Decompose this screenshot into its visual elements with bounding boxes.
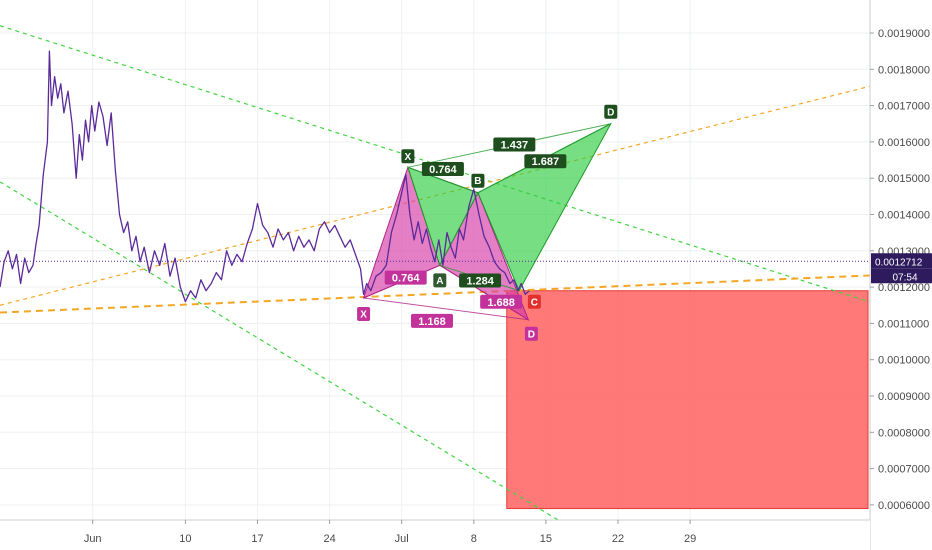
y-tick-label: 0.0006000 xyxy=(878,500,930,512)
y-tick-label: 0.0013000 xyxy=(878,246,930,258)
x-tick-label: 10 xyxy=(179,533,191,545)
ratio-label: 1.437 xyxy=(501,140,529,152)
ratio-label-bg xyxy=(459,273,502,288)
pattern-point-label: X xyxy=(360,309,367,320)
x-tick-label: 15 xyxy=(540,533,552,545)
pattern-point-bg xyxy=(524,326,538,341)
trendline xyxy=(0,70,932,306)
pattern-point-label: B xyxy=(474,176,481,187)
y-tick-label: 0.0016000 xyxy=(878,137,930,149)
x-tick-label: Jul xyxy=(395,533,409,545)
x-axis-bg xyxy=(0,520,870,550)
pattern-point-label: X xyxy=(405,152,412,163)
y-tick-label: 0.0008000 xyxy=(878,427,930,439)
pattern-guide xyxy=(439,264,529,321)
pattern-point-bg xyxy=(433,273,447,288)
current-price-badge: 0.0012712 xyxy=(875,257,923,268)
y-tick-label: 0.0011000 xyxy=(878,318,929,330)
y-tick-label: 0.0014000 xyxy=(878,210,930,222)
ratio-label-bg xyxy=(384,270,427,285)
countdown-badge: 07:54 xyxy=(892,272,917,283)
y-tick-label: 0.0009000 xyxy=(878,391,930,403)
pattern-point-bg xyxy=(357,306,371,321)
x-axis: Jun 10 17 24 Jul 8 15 22 29 xyxy=(0,519,870,550)
x-tick-label: 29 xyxy=(684,533,696,545)
trendlines xyxy=(0,25,932,539)
y-axis: 0.0019000 0.0018000 0.0017000 0.0016000 0.00… xyxy=(869,0,932,550)
trendline xyxy=(0,271,932,314)
pattern-point-bg xyxy=(527,294,541,309)
ratio-label: 1.168 xyxy=(418,316,446,328)
x-tick-label: 8 xyxy=(471,533,477,545)
pattern-point-label: D xyxy=(528,329,535,340)
pattern-point-bg xyxy=(604,104,618,119)
y-tick-label: 0.0015000 xyxy=(878,173,930,185)
ratio-label-bg xyxy=(410,313,453,328)
y-tick-label: 0.0018000 xyxy=(878,64,930,76)
x-tick-label: 22 xyxy=(612,533,624,545)
bullish-pattern-labels: X A C D 0.764 1.284 1.688 1.168 xyxy=(357,270,541,341)
pattern-point-bg xyxy=(471,173,485,188)
ratio-label: 1.284 xyxy=(466,276,494,288)
y-tick-label: 0.0017000 xyxy=(878,101,930,113)
y-tick-label: 0.0019000 xyxy=(878,28,930,40)
pattern-guide xyxy=(407,166,479,194)
trendline xyxy=(0,25,932,323)
price-series xyxy=(0,50,530,303)
pattern-point-label: A xyxy=(436,276,443,287)
y-tick-label: 0.0012000 xyxy=(878,282,930,294)
ratio-label-bg xyxy=(421,162,464,177)
pattern-point-label: D xyxy=(607,107,614,118)
current-price-badge-bg xyxy=(871,253,932,269)
x-tick-label: Jun xyxy=(84,533,102,545)
countdown-badge-bg xyxy=(871,268,932,284)
trendline xyxy=(0,181,588,539)
pattern-point-bg xyxy=(401,149,415,164)
y-tick-label: 0.0010000 xyxy=(878,355,930,367)
target-zone xyxy=(506,290,869,510)
y-tick-label: 0.0007000 xyxy=(878,464,930,476)
x-tick-label: 17 xyxy=(251,533,263,545)
ratio-label: 0.764 xyxy=(392,273,420,285)
ratio-label-bg xyxy=(480,294,523,309)
ratio-label-bg xyxy=(524,154,567,169)
pattern-point-label: C xyxy=(531,297,538,308)
target-zone-rect xyxy=(506,290,869,510)
ratio-label-bg xyxy=(493,137,536,152)
ratio-label: 1.687 xyxy=(532,156,560,168)
x-tick-label: 24 xyxy=(323,533,335,545)
price-line xyxy=(0,50,530,303)
ratio-label: 0.764 xyxy=(429,164,457,176)
pattern-guide xyxy=(363,297,529,321)
ratio-label: 1.688 xyxy=(487,297,515,309)
